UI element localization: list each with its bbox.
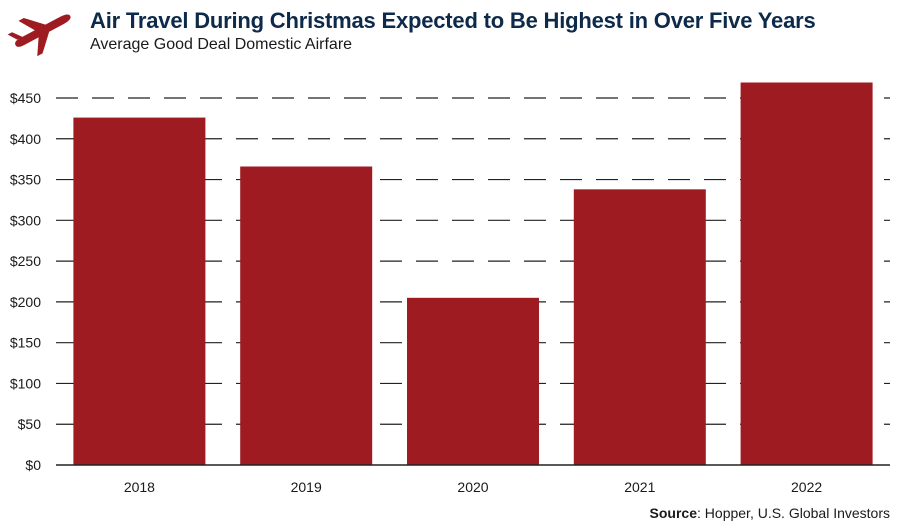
y-tick-label: $250 [10, 253, 41, 269]
x-tick-label: 2020 [457, 479, 488, 495]
bar-2019 [240, 166, 373, 466]
bar-2018 [73, 117, 206, 465]
y-tick-label: $0 [25, 457, 41, 473]
source-text: : Hopper, U.S. Global Investors [697, 505, 890, 521]
y-tick-label: $300 [10, 212, 41, 228]
bar-2021 [573, 189, 706, 465]
y-tick-label: $200 [10, 294, 41, 310]
airplane-icon [7, 14, 71, 56]
source-note: Source: Hopper, U.S. Global Investors [650, 505, 890, 521]
x-tick-label: 2018 [124, 479, 155, 495]
y-tick-label: $450 [10, 90, 41, 106]
source-label: Source [649, 505, 698, 521]
y-tick-label: $50 [18, 416, 42, 432]
y-tick-label: $350 [10, 172, 41, 188]
chart-title: Air Travel During Christmas Expected to … [90, 8, 816, 33]
chart-header: Air Travel During Christmas Expected to … [0, 0, 900, 62]
y-tick-label: $150 [10, 335, 41, 351]
y-tick-label: $100 [10, 375, 41, 391]
x-tick-label: 2019 [291, 479, 322, 495]
bar-2022 [740, 82, 873, 465]
bar-2020 [407, 297, 539, 465]
x-tick-label: 2022 [791, 479, 822, 495]
bar-chart: $0 $50 $100 $150 $200 $250 $300 $350 $400 $450 201… [10, 82, 890, 495]
y-tick-label: $400 [10, 131, 41, 147]
x-tick-label: 2021 [624, 479, 655, 495]
chart-subtitle: Average Good Deal Domestic Airfare [90, 36, 353, 53]
